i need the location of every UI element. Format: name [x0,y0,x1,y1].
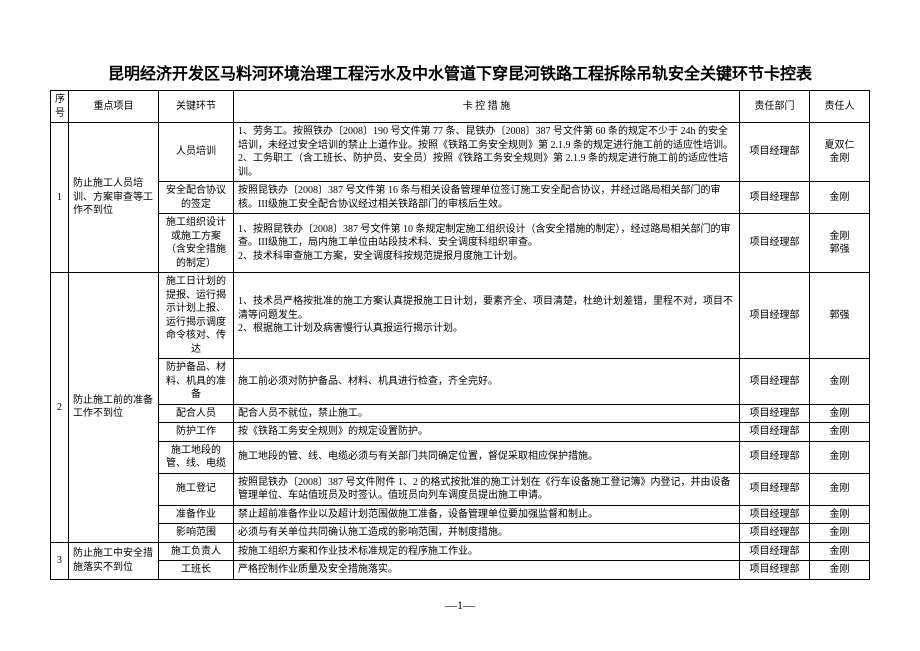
cell-dept: 项目经理部 [740,561,810,580]
cell-key: 施工组织设计或施工方案（含安全措施的制定） [159,214,234,273]
table-row: 准备作业禁止超前准备作业以及超计划范围做施工准备，设备管理单位要加强监督和制止。… [51,505,870,524]
table-row: 安全配合协议的签定按照昆铁办〔2008〕387 号文件第 16 条与相关设备管理… [51,182,870,214]
table-row: 配合人员配合人员不就位，禁止施工。项目经理部金刚 [51,404,870,423]
cell-key: 工班长 [159,561,234,580]
cell-dept: 项目经理部 [740,404,810,423]
cell-resp: 金刚 [810,423,870,442]
cell-resp: 金刚 [810,561,870,580]
cell-key: 配合人员 [159,404,234,423]
cell-measure: 1、按照昆铁办〔2008〕387 号文件第 10 条规定制定施工组织设计（含安全… [234,214,740,273]
cell-dept: 项目经理部 [740,123,810,182]
cell-resp: 金刚 [810,359,870,405]
cell-key: 准备作业 [159,505,234,524]
cell-measure: 按照昆铁办〔2008〕387 号文件第 16 条与相关设备管理单位签订施工安全配… [234,182,740,214]
cell-dept: 项目经理部 [740,182,810,214]
col-measure: 卡 控 措 施 [234,91,740,123]
cell-dept: 项目经理部 [740,214,810,273]
table-row: 施工登记按照昆铁办〔2008〕387 号文件附件 1、2 的格式按批准的施工计划… [51,473,870,505]
cell-measure: 1、技术员严格按批准的施工方案认真提报施工日计划，要素齐全、项目清楚，杜绝计划差… [234,273,740,359]
cell-key: 安全配合协议的签定 [159,182,234,214]
cell-measure: 严格控制作业质量及安全措施落实。 [234,561,740,580]
cell-key: 施工登记 [159,473,234,505]
table-row: 工班长严格控制作业质量及安全措施落实。项目经理部金刚 [51,561,870,580]
cell-key: 影响范围 [159,524,234,543]
cell-key: 人员培训 [159,123,234,182]
cell-resp: 金刚 [810,524,870,543]
page-title: 昆明经济开发区马料河环境治理工程污水及中水管道下穿昆河铁路工程拆除吊轨安全关键环… [50,60,870,84]
cell-measure: 禁止超前准备作业以及超计划范围做施工准备，设备管理单位要加强监督和制止。 [234,505,740,524]
cell-dept: 项目经理部 [740,423,810,442]
cell-dept: 项目经理部 [740,359,810,405]
table-row: 影响范围必须与有关单位共同确认施工造成的影响范围，并制度措施。项目经理部金刚 [51,524,870,543]
page-number: —1— [50,598,870,613]
cell-resp: 金刚 [810,473,870,505]
col-resp: 责任人 [810,91,870,123]
cell-resp: 金刚 [810,404,870,423]
cell-key: 施工日计划的提报、运行揭示计划上报、运行揭示调度命令核对、传达 [159,273,234,359]
cell-resp: 郭强 [810,273,870,359]
cell-resp: 金刚 [810,505,870,524]
cell-dept: 项目经理部 [740,524,810,543]
cell-key: 施工负责人 [159,542,234,561]
cell-measure: 必须与有关单位共同确认施工造成的影响范围，并制度措施。 [234,524,740,543]
table-row: 3防止施工中安全措施落实不到位施工负责人按施工组织方案和作业技术标准规定的程序施… [51,542,870,561]
cell-dept: 项目经理部 [740,441,810,473]
table-row: 2防止施工前的准备工作不到位施工日计划的提报、运行揭示计划上报、运行揭示调度命令… [51,273,870,359]
col-dept: 责任部门 [740,91,810,123]
cell-dept: 项目经理部 [740,542,810,561]
table-header-row: 序号 重点项目 关键环节 卡 控 措 施 责任部门 责任人 [51,91,870,123]
cell-key: 防护工作 [159,423,234,442]
cell-resp: 金刚 [810,542,870,561]
cell-measure: 1、劳务工。按照铁办〔2008〕190 号文件第 77 条、昆铁办〔2008〕3… [234,123,740,182]
cell-seq: 3 [51,542,69,579]
cell-measure: 按施工组织方案和作业技术标准规定的程序施工作业。 [234,542,740,561]
cell-dept: 项目经理部 [740,473,810,505]
table-row: 防护备品、材料、机具的准备施工前必须对防护备品、材料、机具进行检查，齐全完好。项… [51,359,870,405]
cell-measure: 施工地段的管、线、电缆必须与有关部门共同确定位置，督促采取相应保护措施。 [234,441,740,473]
cell-measure: 按照昆铁办〔2008〕387 号文件附件 1、2 的格式按批准的施工计划在《行车… [234,473,740,505]
cell-key: 防护备品、材料、机具的准备 [159,359,234,405]
cell-key: 施工地段的管、线、电缆 [159,441,234,473]
cell-dept: 项目经理部 [740,505,810,524]
control-table: 序号 重点项目 关键环节 卡 控 措 施 责任部门 责任人 1防止施工人员培训、… [50,90,870,580]
cell-measure: 按《铁路工务安全规则》的规定设置防护。 [234,423,740,442]
cell-resp: 夏双仁 金刚 [810,123,870,182]
cell-measure: 配合人员不就位，禁止施工。 [234,404,740,423]
cell-seq: 2 [51,273,69,543]
col-seq: 序号 [51,91,69,123]
cell-dept: 项目经理部 [740,273,810,359]
cell-focus: 防止施工中安全措施落实不到位 [69,542,159,579]
cell-measure: 施工前必须对防护备品、材料、机具进行检查，齐全完好。 [234,359,740,405]
cell-resp: 金刚 [810,182,870,214]
col-focus: 重点项目 [69,91,159,123]
table-row: 1防止施工人员培训、方案审查等工作不到位人员培训1、劳务工。按照铁办〔2008〕… [51,123,870,182]
cell-focus: 防止施工人员培训、方案审查等工作不到位 [69,123,159,273]
cell-resp: 金刚 郭强 [810,214,870,273]
table-row: 防护工作按《铁路工务安全规则》的规定设置防护。项目经理部金刚 [51,423,870,442]
table-row: 施工地段的管、线、电缆施工地段的管、线、电缆必须与有关部门共同确定位置，督促采取… [51,441,870,473]
cell-seq: 1 [51,123,69,273]
table-row: 施工组织设计或施工方案（含安全措施的制定）1、按照昆铁办〔2008〕387 号文… [51,214,870,273]
cell-focus: 防止施工前的准备工作不到位 [69,273,159,543]
cell-resp: 金刚 [810,441,870,473]
col-key: 关键环节 [159,91,234,123]
